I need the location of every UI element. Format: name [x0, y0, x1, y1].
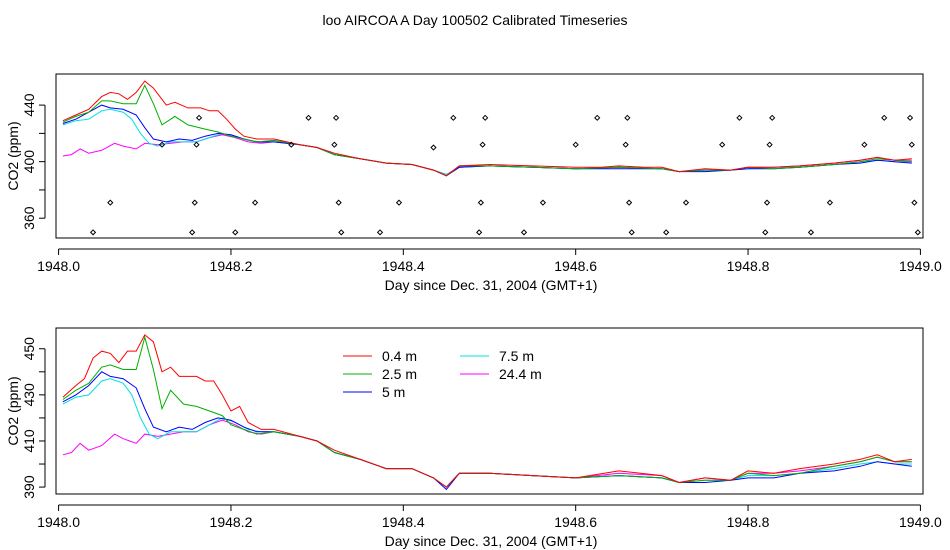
x-tick-label: 1948.8 [727, 258, 770, 274]
y-tick-label: 440 [21, 93, 37, 117]
scatter-point [395, 199, 403, 206]
scatter-point [914, 229, 921, 236]
series-line-0-4-m [62, 80, 912, 177]
scatter-point [335, 199, 342, 206]
scatter-point [911, 199, 918, 206]
scatter-point [89, 229, 97, 236]
legend-label: 24.4 m [499, 366, 542, 382]
scatter-point [305, 114, 312, 121]
scatter-point [450, 114, 457, 121]
bottom-axes: 1948.0 1948.2 1948.4 1948.6 1948.8 1949.0 390 4… [21, 337, 942, 530]
series-line-5-m [62, 104, 912, 177]
x-tick-label: 1949.0 [899, 514, 942, 530]
scatter-point [766, 141, 773, 148]
scatter-point [807, 229, 815, 236]
scatter-point [719, 141, 726, 148]
bottom-plot-content [62, 334, 912, 491]
scatter-point [520, 229, 528, 236]
top-axes: 1948.0 1948.2 1948.4 1948.6 1948.8 1949.0 360 4… [21, 93, 942, 274]
scatter-point [594, 114, 601, 121]
scatter-point [189, 229, 196, 236]
scatter-point [193, 141, 200, 148]
figure-title: loo AIRCOA A Day 100502 Calibrated Times… [322, 12, 627, 28]
scatter-point [430, 144, 437, 151]
scatter-point [628, 229, 635, 236]
scatter-point [663, 229, 670, 236]
x-tick-label: 1948.2 [210, 514, 253, 530]
bottom-panel: 1948.0 1948.2 1948.4 1948.6 1948.8 1949.0 390 4… [5, 327, 942, 549]
y-tick-label: 430 [21, 383, 37, 407]
scatter-point [158, 141, 166, 148]
top-panel: 1948.0 1948.2 1948.4 1948.6 1948.8 1949.0 360 4… [5, 73, 942, 293]
scatter-point [762, 229, 769, 236]
x-tick-label: 1948.0 [37, 514, 80, 530]
scatter-point [861, 141, 868, 148]
x-tick-label: 1948.4 [382, 258, 425, 274]
x-tick-label: 1948.4 [382, 514, 425, 530]
scatter-point [769, 114, 776, 121]
x-tick-label: 1948.0 [37, 258, 80, 274]
scatter-point [763, 199, 771, 206]
scatter-point [331, 141, 338, 148]
y-tick-label: 410 [21, 429, 37, 453]
y-tick-label: 450 [21, 337, 37, 361]
scatter-point [881, 114, 888, 121]
scatter-point [338, 229, 345, 236]
scatter-point [479, 141, 486, 148]
scatter-point [682, 199, 690, 206]
scatter-point [251, 199, 259, 206]
x-tick-label: 1948.2 [210, 258, 253, 274]
series-line-7-5-m [62, 378, 912, 488]
top-plot-frame [55, 73, 924, 239]
scatter-point [826, 199, 834, 206]
series-line-24-4-m [62, 419, 912, 488]
scatter-point [736, 114, 743, 121]
bottom-plot-frame [55, 327, 924, 495]
scatter-point [624, 114, 631, 121]
series-line-2-5-m [62, 84, 912, 177]
scatter-point [191, 199, 198, 206]
legend-label: 7.5 m [499, 348, 534, 364]
scatter-point [107, 199, 114, 206]
series-line-0-4-m [62, 334, 912, 488]
legend-label: 5 m [382, 384, 405, 400]
scatter-point [572, 141, 579, 148]
x-tick-label: 1948.8 [727, 514, 770, 530]
scatter-point [376, 229, 384, 236]
y-tick-label: 400 [21, 150, 37, 174]
x-tick-label: 1948.6 [554, 258, 597, 274]
top-y-axis-label: CO2 (ppm) [5, 121, 21, 190]
y-tick-label: 390 [21, 475, 37, 499]
bottom-x-axis-label: Day since Dec. 31, 2004 (GMT+1) [385, 533, 598, 549]
scatter-point [539, 199, 547, 206]
scatter-point [908, 141, 915, 148]
scatter-point [476, 229, 483, 236]
scatter-point [477, 199, 484, 206]
legend-label: 2.5 m [382, 366, 417, 382]
bottom-y-axis-label: CO2 (ppm) [5, 376, 21, 445]
scatter-point [622, 141, 629, 148]
y-tick-label: 360 [21, 206, 37, 230]
top-x-axis-label: Day since Dec. 31, 2004 (GMT+1) [385, 277, 598, 293]
x-tick-label: 1948.6 [554, 514, 597, 530]
scatter-point [232, 229, 239, 236]
x-tick-label: 1949.0 [899, 258, 942, 274]
scatter-point [288, 141, 295, 148]
scatter-point [626, 199, 633, 206]
legend: 0.4 m 2.5 m 5 m 7.5 m 24.4 m [343, 348, 542, 400]
top-plot-content [62, 80, 921, 236]
scatter-point [906, 114, 914, 121]
series-line-2-5-m [62, 335, 912, 488]
scatter-point [195, 114, 203, 121]
scatter-point [332, 114, 340, 121]
legend-label: 0.4 m [382, 348, 417, 364]
scatter-point [482, 114, 489, 121]
